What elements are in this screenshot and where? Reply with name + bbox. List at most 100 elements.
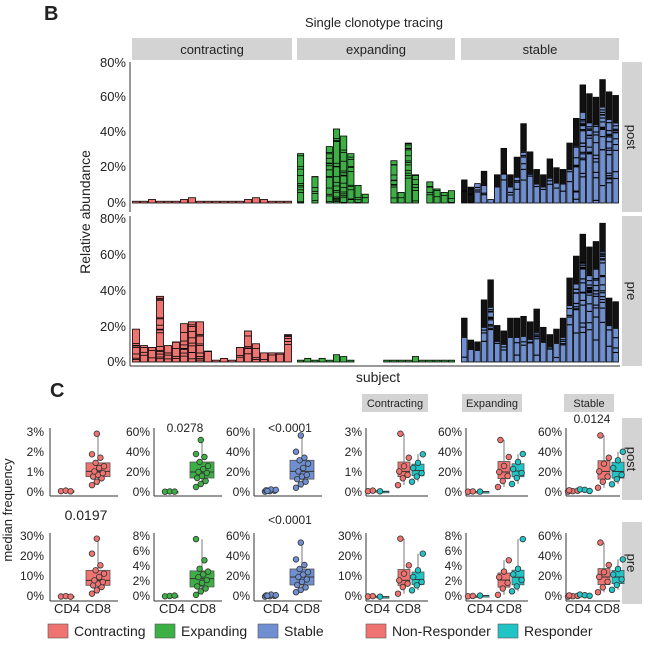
box-point [376,593,384,600]
b-bar [480,299,488,363]
box-point [413,582,420,589]
b-bar [559,169,567,204]
b-bar [605,91,613,204]
b-bar-rect [132,200,140,204]
box-panel-response [364,533,428,602]
ytick: 60% [100,247,126,262]
b-bar [268,200,276,204]
b-bar [390,160,398,204]
b-bar-rect [474,183,481,204]
b-bar-top [566,278,573,307]
b-bar-top [501,330,507,345]
b-bar [419,359,427,363]
b-bar [612,95,619,204]
box-point [97,562,104,569]
panel-b-title: Single clonotype tracing [305,15,443,30]
b-bar-rect [180,199,188,204]
box-point [597,539,604,546]
b-bar-rect [333,354,340,363]
box-point [97,454,104,461]
legend-key-nonresponder [365,623,387,639]
b-bar [573,118,580,204]
box-point [404,580,411,587]
box-point [494,483,502,491]
b-bar [533,308,540,363]
box-point [596,468,603,475]
panel-c-xlabels: CD4 CD8 CD4 CD8 CD4 CD8 CD4 CD8 CD4 CD8 … [54,601,620,616]
ytick: 6% [445,544,463,558]
box-point [410,573,417,581]
box-point [419,451,426,458]
b-bar-top [533,309,540,333]
b-bar-rect [333,128,340,204]
box-point [193,583,201,590]
box-point [619,448,626,455]
b-bar-rect [140,200,148,204]
b-bar [540,326,547,363]
b-bar-top [527,151,533,175]
b-bar [132,328,140,363]
box-point [418,578,425,586]
b-bar [412,174,419,204]
b-bar [220,200,228,204]
b-bar-rect [304,357,312,363]
b-bar-rect [347,153,355,204]
box-panel-response [464,428,528,497]
b-bar [132,200,140,204]
box-point [519,535,526,543]
b-bar-rect [148,199,156,204]
b-bar-top [474,341,481,351]
box-point [514,565,522,572]
b-bar-top [507,174,514,188]
strip-stable-label: stable [523,42,558,57]
b-bar [347,153,355,204]
b-bar [487,279,494,363]
box-panel [253,533,322,602]
b-bar [599,222,606,363]
b-bar-rect [390,160,398,204]
b-bar-top [520,123,527,152]
b-bar [526,321,534,363]
box-point [396,577,403,584]
ytick: 8% [133,529,151,543]
xlabel-cd8: CD8 [294,601,320,616]
ytick: 20% [226,465,250,479]
box-point [586,592,593,599]
b-bar [260,352,268,363]
b-bar [579,84,586,204]
ytick: 1% [27,465,45,479]
b-bar-rect [284,334,292,363]
box-point [608,586,616,593]
box-point [376,488,384,495]
box-point [294,475,301,483]
b-bar [433,359,441,363]
box-point [195,574,202,581]
ytick: 2% [133,574,151,588]
ytick: 0% [345,589,363,603]
b-bar [440,192,448,204]
b-bar [228,200,236,204]
b-bar-rect [311,176,319,204]
box-point [414,459,422,467]
b-bar-top [612,95,619,124]
b-bar [236,200,244,204]
panel-c-yticks: 0% 1% 2% 3% 0% 20% 40% 60% 0% 20% 40% 60… [20,425,562,603]
strip-c-stable-label: Stable [573,398,604,410]
b-bar-rect [156,200,164,204]
box-point [513,583,520,590]
strip-c-post [622,418,642,500]
b-bar [148,346,156,363]
b-bar-top [461,180,468,191]
box-panel-response [564,533,626,602]
box-point [414,567,422,574]
b-bar [573,255,580,363]
box-point [196,565,203,572]
b-bar-top [468,340,474,350]
b-bar [599,79,606,204]
b-bar-top [481,171,487,186]
panel-c-strips: Contracting Expanding Stable post pre [362,394,642,604]
box-point [599,478,606,485]
b-bar-rect [412,174,419,204]
b-bar-rect [397,359,405,363]
b-bar-top [580,84,586,113]
